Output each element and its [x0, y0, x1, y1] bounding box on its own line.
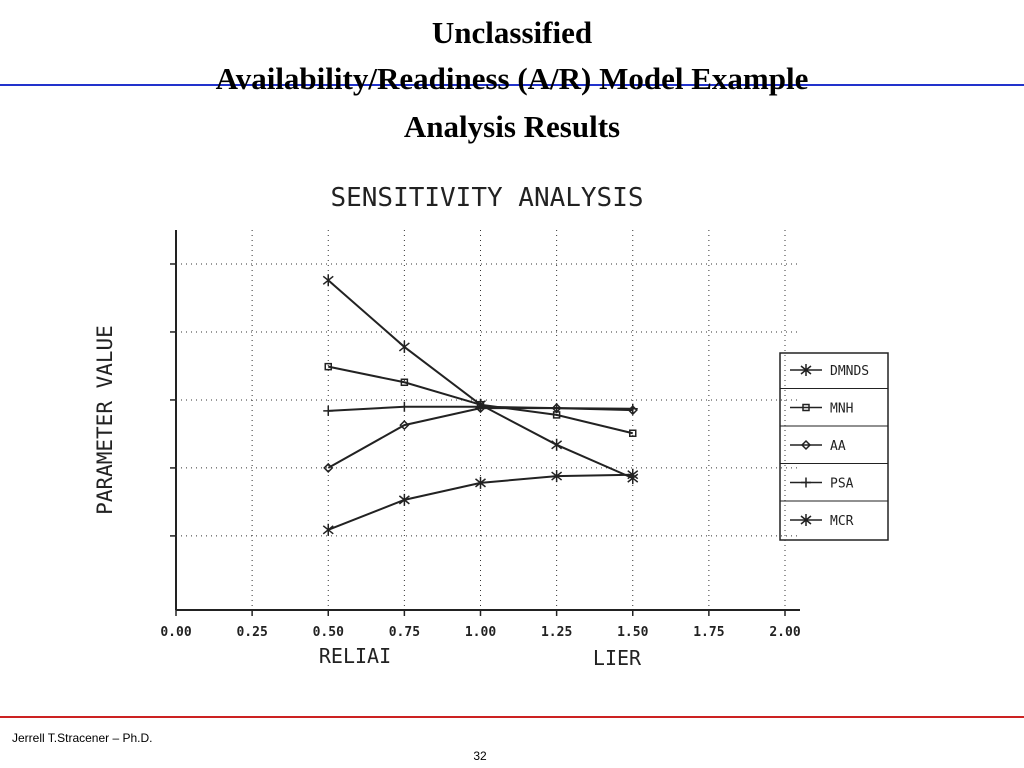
- legend: [779, 352, 889, 541]
- x-tick-label: 0.25: [236, 625, 267, 640]
- x-tick-label: 0.50: [313, 625, 344, 640]
- marker: [629, 429, 637, 438]
- marker: [551, 403, 562, 414]
- x-tick-label: 1.00: [465, 625, 496, 640]
- y-axis-label: PARAMETER VALUE: [93, 325, 117, 515]
- marker: [398, 493, 410, 506]
- marker: [322, 274, 334, 287]
- legend-marker: [802, 403, 810, 412]
- legend-label: MNH: [830, 402, 853, 417]
- marker: [551, 438, 563, 451]
- marker: [324, 362, 332, 371]
- page-number: 32: [473, 749, 487, 763]
- marker: [627, 403, 638, 414]
- marker: [323, 462, 334, 473]
- marker: [399, 401, 410, 412]
- x-tick-label: 0.00: [160, 625, 191, 640]
- legend-label: PSA: [830, 477, 854, 492]
- legend-label: DMNDS: [830, 364, 869, 379]
- legend-label: AA: [830, 439, 846, 454]
- x-tick-label: 0.75: [389, 625, 420, 640]
- marker: [475, 398, 486, 411]
- legend-label: MCR: [830, 514, 854, 529]
- legend-marker: [801, 477, 811, 488]
- x-tick-label: 2.00: [769, 625, 800, 640]
- slide-title: Availability/Readiness (A/R) Model Examp…: [216, 61, 809, 96]
- marker: [398, 340, 410, 353]
- marker: [551, 470, 563, 483]
- marker: [399, 420, 410, 431]
- marker: [627, 472, 639, 485]
- x-axis-label: RELIAI: [319, 644, 391, 668]
- chart-title: SENSITIVITY ANALYSIS: [330, 183, 643, 213]
- x-axis-label: LIER: [593, 646, 642, 670]
- marker: [323, 405, 334, 416]
- x-tick-label: 1.50: [617, 625, 648, 640]
- legend-marker: [800, 364, 812, 376]
- legend-marker: [800, 514, 812, 526]
- marker: [322, 523, 334, 536]
- slide-title: Unclassified: [432, 15, 592, 50]
- marker: [400, 378, 409, 387]
- marker: [475, 476, 486, 489]
- legend-marker: [800, 439, 812, 451]
- x-tick-label: 1.25: [541, 625, 572, 640]
- x-tick-label: 1.75: [693, 625, 724, 640]
- footer-author: Jerrell T.Stracener – Ph.D.: [12, 731, 153, 745]
- slide-title: Analysis Results: [404, 109, 620, 144]
